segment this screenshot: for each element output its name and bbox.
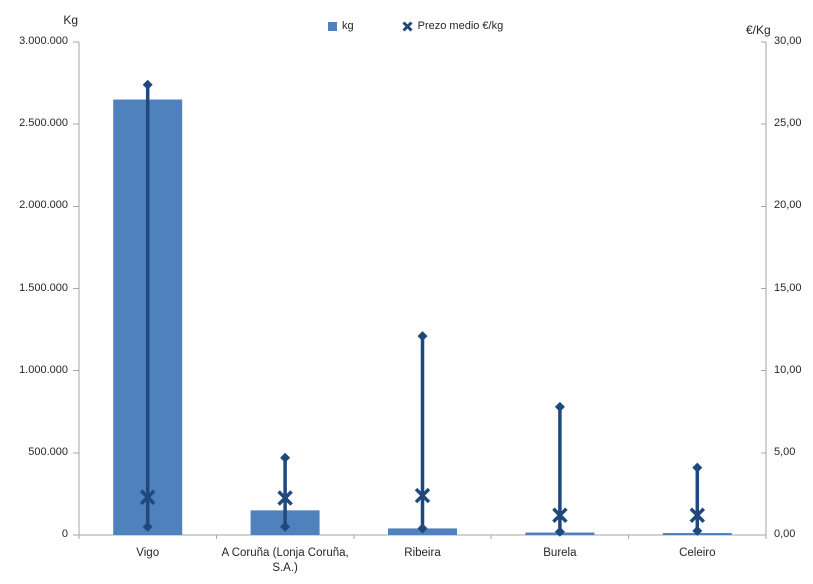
x-marker-icon: [402, 20, 413, 32]
left-axis-tick-label: 500.000: [28, 445, 68, 458]
legend-kg-label: kg: [342, 20, 354, 32]
category-label: A Coruña (Lonja Coruña, S.A.): [221, 547, 349, 574]
price-max-diamond-marker: [554, 401, 565, 412]
right-axis-tick-label: 0,00: [774, 528, 796, 540]
price-mean-x-marker: [689, 507, 706, 524]
right-axis-tick-label: 15,00: [774, 281, 802, 294]
price-min-diamond-marker: [692, 525, 703, 536]
price-mean-x-marker: [414, 487, 431, 504]
price-min-diamond-marker: [417, 523, 428, 534]
legend-prezo-label: Prezo medio €/kg: [417, 20, 504, 32]
legend-item-prezo: Prezo medio €/kg: [402, 20, 504, 32]
kg-square-icon: [328, 21, 337, 31]
left-axis-tick-label: 1.000.000: [19, 363, 68, 376]
price-mean-x-marker: [277, 490, 293, 506]
right-axis-tick-label: 5,00: [774, 445, 796, 458]
left-axis-tick-label: 0: [61, 528, 68, 540]
category-label: Ribeira: [404, 547, 441, 559]
category-label: Burela: [543, 547, 577, 559]
price-min-diamond-marker: [554, 526, 565, 537]
category-label: Vigo: [136, 547, 160, 559]
price-max-diamond-marker: [280, 452, 291, 463]
right-axis-title: €/Kg: [746, 23, 771, 37]
left-axis-tick-label: 3.000.000: [19, 35, 68, 47]
right-axis-tick-label: 25,00: [774, 117, 802, 130]
left-axis-tick-label: 2.000.000: [19, 199, 68, 212]
left-axis-title: Kg: [63, 13, 78, 27]
legend: kg Prezo medio €/kg: [328, 20, 503, 32]
price-max-diamond-marker: [142, 79, 153, 90]
price-max-diamond-marker: [692, 462, 703, 473]
price-min-diamond-marker: [142, 521, 153, 532]
price-mean-x-marker: [552, 507, 568, 524]
price-min-diamond-marker: [280, 521, 291, 532]
price-mean-x-marker: [139, 489, 156, 505]
price-max-diamond-marker: [417, 331, 428, 342]
category-label: Celeiro: [679, 547, 716, 559]
right-axis-tick-label: 30,00: [774, 35, 802, 47]
right-axis-tick-label: 20,00: [774, 199, 802, 212]
left-axis-tick-label: 2.500.000: [19, 117, 68, 130]
left-axis-tick-label: 1.500.000: [19, 281, 68, 294]
legend-item-kg: kg: [328, 20, 354, 32]
right-axis-tick-label: 10,00: [774, 363, 802, 376]
